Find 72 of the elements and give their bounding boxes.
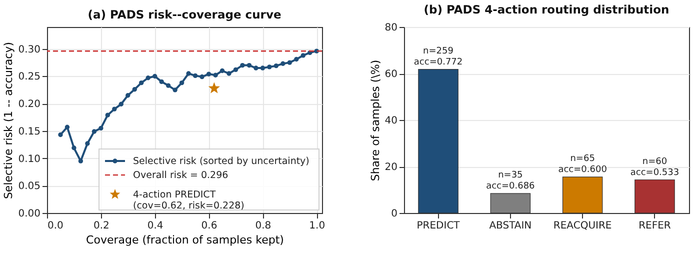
y-axis-title: Share of samples (\%)	[368, 60, 382, 182]
point	[172, 88, 178, 92]
chart-title: (b) PADS 4-action routing distribution	[424, 2, 670, 16]
point	[206, 72, 212, 76]
point	[274, 64, 279, 68]
point	[246, 62, 252, 68]
y-tick-label: 0.20	[18, 99, 40, 110]
y-tick-label: 0.10	[18, 154, 40, 165]
point	[300, 53, 306, 58]
point	[58, 132, 63, 138]
x-tick-label: REFER	[638, 220, 671, 232]
point	[152, 74, 158, 79]
y-tick-label: 0.00	[18, 208, 40, 220]
x-tick-label: 0.2	[93, 220, 110, 232]
data-label: n=60 acc=0.533	[630, 156, 680, 178]
point	[213, 72, 218, 78]
data-label: n=65 acc=0.600	[558, 154, 608, 175]
y-tick-label: 80	[384, 22, 398, 34]
point	[226, 71, 232, 76]
x-tick-label: REACQUIRE	[553, 220, 612, 232]
point	[240, 62, 245, 68]
point	[179, 80, 184, 86]
point	[126, 93, 130, 98]
x-tick-label: 0.6	[201, 220, 218, 232]
point	[146, 76, 150, 80]
y-tick-label: 0.30	[18, 44, 40, 56]
y-tick-label: 0.15	[18, 126, 40, 138]
point	[208, 82, 220, 94]
point	[72, 146, 76, 150]
y-tick-label: 0.25	[18, 72, 40, 83]
point	[287, 60, 292, 65]
point	[192, 73, 198, 78]
data-label: n=35 acc=0.686	[486, 170, 536, 192]
x-tick-label: 0.0	[48, 220, 64, 232]
x-tick-label: PREDICT	[416, 220, 461, 232]
point	[105, 112, 110, 118]
point	[166, 83, 171, 88]
y-tick-label: 0	[391, 208, 398, 220]
point	[92, 129, 97, 134]
point	[64, 124, 70, 130]
point	[260, 66, 266, 70]
x-tick-label: ABSTAIN	[489, 220, 532, 232]
point	[132, 87, 137, 92]
point	[220, 68, 225, 74]
y-tick-label: 40	[384, 116, 398, 126]
point	[112, 106, 117, 112]
point	[233, 67, 238, 72]
chart-title: (a) PADS risk--coverage curve	[88, 8, 282, 22]
x-axis-title: Coverage (fraction of samples kept)	[86, 234, 284, 246]
y-axis-title: Selective risk (1 -- accuracy)	[2, 42, 16, 200]
legend-label: Overall risk = 0.296	[133, 170, 228, 181]
point	[280, 61, 286, 66]
x-tick-label: 0.4	[147, 220, 164, 232]
y-tick-label: 0.05	[18, 181, 40, 192]
point	[78, 158, 84, 164]
x-tick-label: 1.0	[309, 220, 326, 232]
point	[159, 79, 164, 84]
legend-label: Selective risk (sorted by uncertainty)	[133, 156, 310, 167]
x-tick-label: 0.8	[255, 220, 272, 232]
y-tick-label: 60	[384, 69, 398, 80]
y-tick-label: 20	[384, 162, 398, 173]
point	[200, 74, 204, 80]
point	[267, 64, 272, 70]
point	[294, 56, 299, 62]
point	[98, 126, 104, 131]
point	[85, 141, 90, 146]
point	[254, 66, 258, 70]
data-label: n=259 acc=0.772	[414, 46, 463, 68]
point	[118, 102, 124, 106]
point	[139, 80, 144, 86]
legend-label: 4-action PREDICT (cov=0.62, risk=0.228)	[133, 190, 244, 212]
point	[186, 71, 191, 76]
